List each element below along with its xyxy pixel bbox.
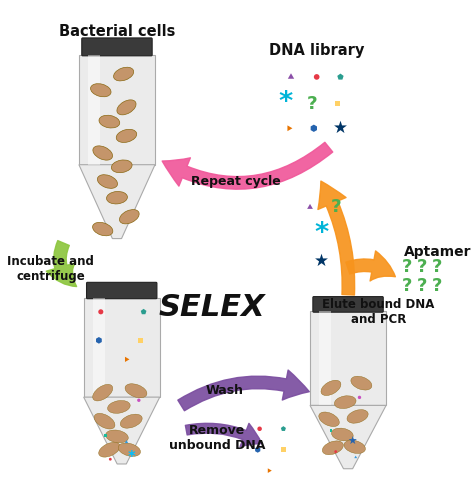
Bar bbox=[335, 100, 340, 106]
Ellipse shape bbox=[106, 430, 128, 443]
Polygon shape bbox=[287, 126, 292, 131]
Bar bbox=[281, 448, 286, 452]
Text: *: * bbox=[128, 450, 135, 465]
Text: SELEX: SELEX bbox=[159, 292, 265, 322]
Text: Wash: Wash bbox=[205, 384, 244, 397]
Ellipse shape bbox=[99, 442, 120, 457]
Polygon shape bbox=[337, 74, 344, 80]
Text: Bacterial cells: Bacterial cells bbox=[59, 24, 175, 39]
FancyArrowPatch shape bbox=[318, 181, 355, 295]
Ellipse shape bbox=[108, 400, 130, 413]
Polygon shape bbox=[141, 309, 146, 314]
Ellipse shape bbox=[351, 376, 372, 390]
Text: *: * bbox=[314, 221, 328, 247]
Ellipse shape bbox=[119, 210, 139, 224]
Circle shape bbox=[98, 310, 103, 314]
Polygon shape bbox=[310, 124, 317, 132]
Text: Aptamer: Aptamer bbox=[404, 245, 471, 259]
Text: ?: ? bbox=[417, 277, 428, 295]
Ellipse shape bbox=[91, 84, 111, 97]
Ellipse shape bbox=[92, 222, 113, 236]
Ellipse shape bbox=[118, 443, 140, 456]
FancyArrowPatch shape bbox=[346, 251, 395, 281]
Ellipse shape bbox=[125, 384, 147, 398]
Polygon shape bbox=[281, 426, 286, 431]
FancyBboxPatch shape bbox=[82, 38, 152, 56]
Text: ?: ? bbox=[432, 258, 443, 276]
Ellipse shape bbox=[114, 67, 134, 81]
Polygon shape bbox=[268, 468, 272, 473]
Ellipse shape bbox=[93, 384, 113, 401]
Ellipse shape bbox=[319, 412, 339, 426]
Text: ?: ? bbox=[432, 277, 443, 295]
Polygon shape bbox=[88, 55, 100, 164]
Ellipse shape bbox=[321, 380, 341, 396]
Circle shape bbox=[137, 398, 140, 402]
Polygon shape bbox=[310, 406, 386, 468]
Text: Remove
unbound DNA: Remove unbound DNA bbox=[169, 424, 265, 452]
FancyBboxPatch shape bbox=[313, 296, 383, 312]
Polygon shape bbox=[96, 337, 102, 344]
Polygon shape bbox=[79, 55, 155, 164]
Polygon shape bbox=[319, 311, 331, 406]
Ellipse shape bbox=[117, 100, 136, 115]
Circle shape bbox=[257, 426, 262, 431]
Polygon shape bbox=[255, 446, 260, 452]
Polygon shape bbox=[354, 456, 357, 458]
Text: Elute bound DNA
and PCR: Elute bound DNA and PCR bbox=[322, 298, 435, 326]
Text: DNA library: DNA library bbox=[269, 43, 365, 58]
Bar bbox=[329, 430, 332, 432]
Text: ★: ★ bbox=[314, 252, 329, 270]
Polygon shape bbox=[310, 311, 386, 406]
Text: Repeat cycle: Repeat cycle bbox=[191, 175, 281, 188]
FancyArrowPatch shape bbox=[185, 424, 262, 446]
Ellipse shape bbox=[116, 130, 137, 142]
Circle shape bbox=[358, 396, 361, 399]
Polygon shape bbox=[125, 440, 128, 443]
Text: ★: ★ bbox=[333, 120, 348, 138]
Circle shape bbox=[314, 74, 319, 80]
Ellipse shape bbox=[322, 441, 343, 454]
Ellipse shape bbox=[331, 428, 353, 441]
Ellipse shape bbox=[94, 414, 115, 429]
Text: ?: ? bbox=[402, 258, 412, 276]
Polygon shape bbox=[307, 204, 313, 209]
Ellipse shape bbox=[120, 414, 142, 428]
Ellipse shape bbox=[107, 192, 128, 204]
Polygon shape bbox=[125, 357, 129, 362]
Text: ?: ? bbox=[330, 198, 341, 216]
Ellipse shape bbox=[111, 160, 132, 172]
Ellipse shape bbox=[97, 174, 118, 188]
Text: *: * bbox=[278, 90, 292, 116]
FancyArrowPatch shape bbox=[178, 370, 310, 410]
Polygon shape bbox=[84, 298, 160, 397]
Text: ★: ★ bbox=[347, 437, 356, 447]
Bar bbox=[104, 434, 107, 437]
FancyArrowPatch shape bbox=[46, 240, 77, 286]
Ellipse shape bbox=[93, 146, 112, 160]
Polygon shape bbox=[84, 397, 160, 464]
Circle shape bbox=[109, 458, 112, 460]
Ellipse shape bbox=[334, 396, 356, 408]
Polygon shape bbox=[93, 298, 105, 397]
Ellipse shape bbox=[347, 410, 368, 423]
Text: Incubate and
centrifuge: Incubate and centrifuge bbox=[7, 255, 94, 283]
FancyBboxPatch shape bbox=[87, 282, 157, 298]
Polygon shape bbox=[288, 74, 294, 78]
Polygon shape bbox=[79, 164, 155, 238]
Text: ?: ? bbox=[307, 94, 317, 112]
Circle shape bbox=[334, 450, 337, 453]
Bar bbox=[138, 338, 143, 343]
Text: ?: ? bbox=[402, 277, 412, 295]
FancyArrowPatch shape bbox=[162, 142, 333, 189]
Ellipse shape bbox=[99, 116, 120, 128]
Ellipse shape bbox=[344, 440, 365, 454]
Text: ?: ? bbox=[417, 258, 428, 276]
